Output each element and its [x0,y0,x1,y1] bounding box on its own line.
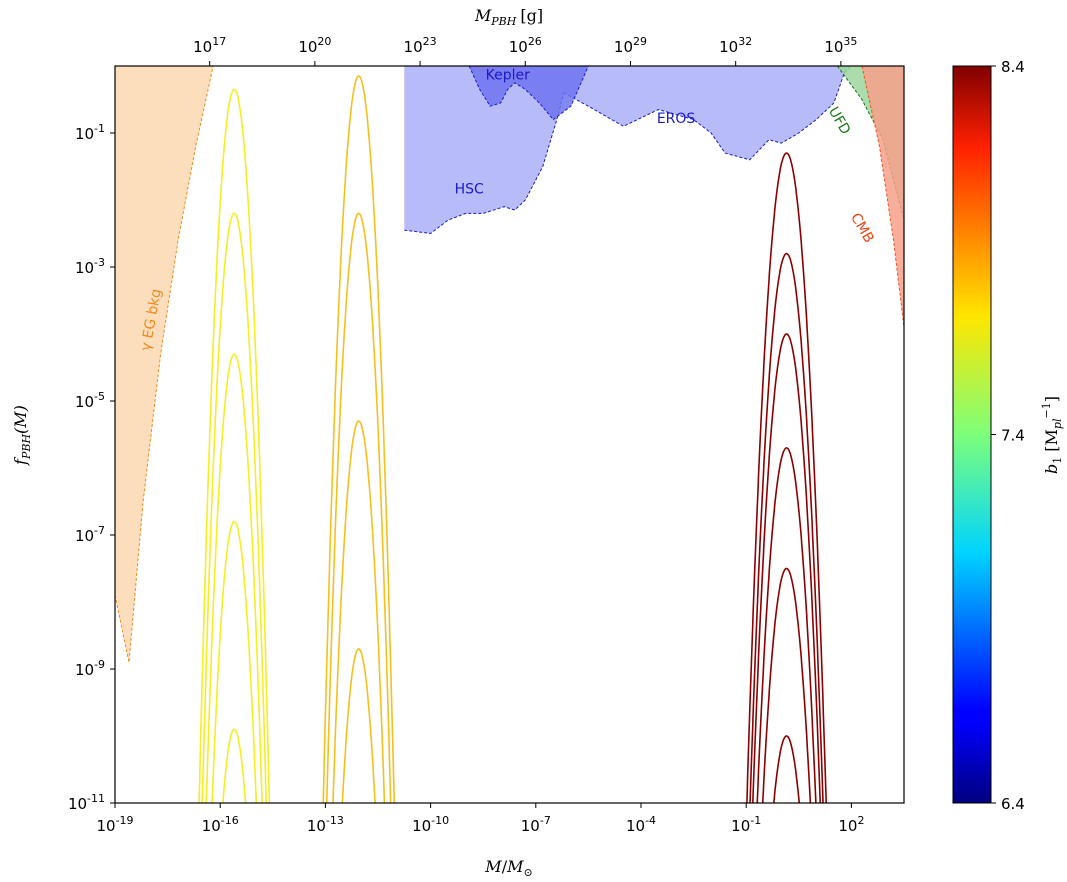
top-tick-label: 1035 [824,35,857,56]
pbh-curve [756,447,817,803]
x-tick-label: 10-13 [307,814,344,835]
pbh-curve [205,353,263,803]
y-tick-label: 10-11 [68,792,105,813]
colorbar-tick-label: 8.4 [1001,58,1025,76]
top-tick-label: 1026 [509,35,542,56]
pbh-curve [332,420,386,803]
region-eros [563,66,852,160]
x-tick-label: 10-7 [521,814,551,835]
x-tick-label: 10-4 [626,814,656,835]
plot-frame [114,65,905,804]
region-eg-bkg [115,66,214,663]
pbh-curve [773,735,801,803]
pbh-curve [198,88,271,803]
y-tick-label: 10-9 [75,658,105,679]
constraint-label: UFD [825,104,853,137]
top-tick-label: 1020 [298,35,331,56]
y-axis-ticks: 10-1 10-3 10-5 10-7 10-9 10-11 [68,122,115,813]
x-axis-ticks: 10-19 10-16 10-13 10-10 10-7 10-4 10-1 102 [96,803,864,835]
y-tick-label: 10-5 [75,390,105,411]
top-axis-ticks: 1017 1020 1023 1026 1029 1032 1035 [193,35,857,66]
x-tick-label: 10-16 [202,814,239,835]
region-kepler [469,66,589,120]
top-axis-title: MPBH [g] [474,6,543,28]
x-axis-title: M/M⊙ [484,857,532,879]
pbh-curve [325,212,392,803]
colorbar-ticks: 8.4 7.4 6.4 [991,58,1025,813]
pbh-curve [761,567,812,803]
pbh-curve [749,252,824,803]
pbh-curve [746,152,828,803]
pbh-curve [222,728,247,803]
top-tick-label: 1017 [193,35,226,56]
y-tick-label: 10-1 [75,122,105,143]
constraint-label: HSC [455,181,484,197]
region-edge-kepler [468,66,589,121]
x-tick-label: 102 [838,814,864,835]
top-tick-label: 1032 [719,35,752,56]
colorbar: 8.4 7.4 6.4 b1[Mpl−1] [952,58,1064,813]
pbh-curve [322,75,396,803]
top-tick-label: 1023 [404,35,437,56]
pbh-curve [341,648,376,803]
constraint-label: EROS [657,111,696,127]
x-tick-label: 10-19 [96,814,133,835]
x-tick-label: 10-10 [412,814,449,835]
colorbar-tick-label: 6.4 [1001,795,1025,813]
colorbar-title: b1[Mpl−1] [1040,396,1064,474]
region-edge-ufd [836,66,904,221]
y-axis-title: fPBH(M) [11,405,33,466]
colorbar-gradient [952,65,992,804]
top-tick-label: 1029 [614,35,647,56]
pbh-curve [201,212,267,803]
colorbar-tick-label: 7.4 [1001,427,1025,445]
region-cmb [861,66,904,328]
region-edge-cmb [861,66,904,328]
constraint-regions [115,66,904,663]
region-hsc [404,66,564,234]
constraint-label: Kepler [486,67,530,83]
x-tick-label: 10-1 [731,814,761,835]
y-tick-label: 10-7 [75,524,105,545]
y-tick-label: 10-3 [75,256,105,277]
constraint-label: CMB [847,211,877,246]
pbh-curve [752,333,822,803]
region-edge-hsc [404,92,565,235]
region-edge-eros [563,66,852,161]
pbh-curve [211,520,258,803]
pbh-fraction-curves [198,75,828,803]
